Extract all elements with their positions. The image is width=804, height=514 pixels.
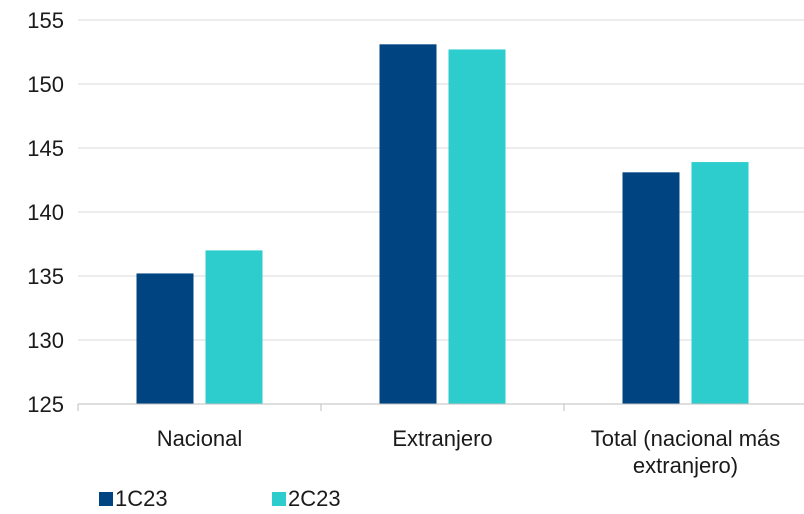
bar-2C23-2 [691,162,749,404]
legend-swatch-2C23 [272,492,286,506]
legend-swatch-1C23 [99,492,113,506]
category-label-line: Total (nacional más [591,426,781,451]
gridlines [78,19,804,341]
y-tick-label: 135 [27,264,64,289]
legend: 1C23 2C23 [99,486,341,511]
category-labels: Nacional Extranjero Total (nacional más ext… [157,426,781,478]
y-tick-label: 130 [27,328,64,353]
y-axis-ticks: 125 130 135 140 145 150 155 [27,8,64,417]
y-tick-label: 140 [27,200,64,225]
y-tick-label: 145 [27,136,64,161]
legend-label-1C23: 1C23 [115,486,168,511]
bar-1C23-1 [379,44,437,404]
y-tick-label: 150 [27,72,64,97]
bar-1C23-2 [622,172,680,404]
bar-2C23-1 [448,49,506,404]
category-label: Nacional [157,426,243,451]
legend-label-2C23: 2C23 [288,486,341,511]
bar-2C23-0 [205,250,263,404]
y-tick-label: 125 [27,392,64,417]
category-label: Extranjero [392,426,492,451]
bar-1C23-0 [136,273,194,404]
bars [136,44,749,404]
y-tick-label: 155 [27,8,64,33]
category-label-line: Extranjero [392,426,492,451]
category-label-line: extranjero) [633,453,738,478]
category-label-line: Nacional [157,426,243,451]
category-label: Total (nacional más extranjero) [591,426,781,478]
x-axis [77,403,804,411]
